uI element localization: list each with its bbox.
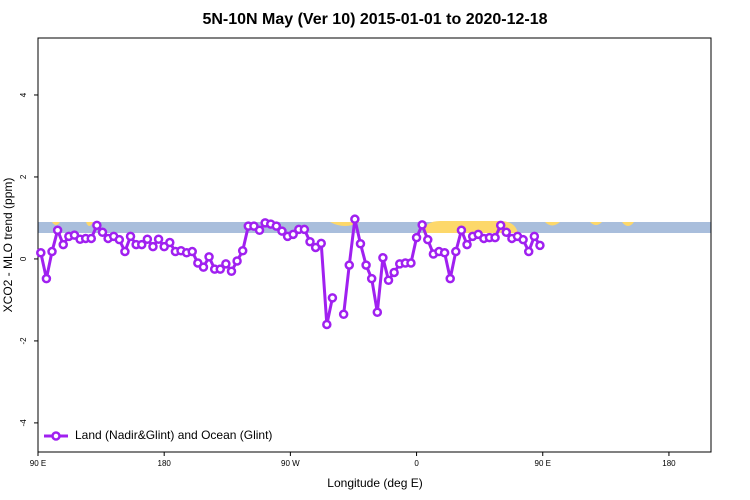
data-point: [518, 234, 528, 245]
data-point: [221, 259, 231, 269]
data-point: [366, 273, 377, 284]
data-point: [86, 233, 97, 244]
data-point: [226, 266, 237, 276]
y-tick-label: 4: [19, 92, 28, 97]
data-point: [501, 227, 512, 238]
data-point: [97, 227, 108, 238]
data-point: [389, 267, 399, 278]
data-point: [153, 234, 164, 245]
data-point: [417, 220, 427, 230]
data-point: [277, 226, 287, 236]
data-point: [361, 260, 371, 270]
data-point: [423, 234, 433, 245]
data-point: [462, 239, 472, 250]
data-point: [305, 236, 315, 247]
data-point: [148, 241, 158, 252]
chart-title: 5N-10N May (Ver 10) 2015-01-01 to 2020-1…: [202, 11, 547, 28]
y-tick-label: 0: [19, 256, 28, 261]
data-point: [237, 245, 248, 256]
x-axis-label: Longitude (deg E): [327, 476, 422, 490]
data-point: [215, 264, 226, 274]
data-point: [456, 225, 467, 235]
data-point: [142, 234, 153, 245]
data-point: [451, 246, 461, 257]
data-point: [187, 246, 197, 257]
data-point: [232, 256, 242, 266]
legend-label: Land (Nadir&Glint) and Ocean (Glint): [75, 428, 272, 442]
data-point: [47, 246, 57, 257]
data-point: [137, 239, 147, 250]
data-point: [299, 224, 310, 235]
data-point: [529, 231, 540, 242]
data-point: [439, 248, 450, 258]
data-point: [271, 221, 282, 231]
data-point: [372, 307, 383, 317]
data-point: [204, 252, 214, 262]
plot-frame: [37, 37, 712, 453]
y-tick-label: -2: [19, 337, 28, 345]
data-point: [383, 275, 394, 286]
data-point: [406, 258, 416, 268]
y-axis-label: XCO2 - MLO trend (ppm): [1, 178, 15, 313]
data-point: [125, 231, 136, 242]
data-point: [92, 220, 102, 231]
y-tick-label: 2: [19, 174, 28, 179]
x-tick-label: 90 E: [30, 459, 46, 468]
data-point: [535, 240, 545, 251]
data-point: [327, 293, 338, 303]
data-point: [114, 234, 125, 245]
x-tick-label: 90 E: [535, 459, 551, 468]
x-tick-label: 0: [414, 459, 419, 468]
data-point: [495, 220, 506, 231]
data-point: [490, 232, 500, 243]
data-point: [41, 273, 52, 284]
data-point: [254, 225, 265, 235]
data-point: [338, 309, 349, 320]
x-tick-label: 180: [662, 459, 676, 468]
legend-marker: [51, 431, 61, 441]
data-point: [322, 319, 332, 330]
data-point: [355, 239, 366, 249]
data-point: [165, 237, 175, 248]
x-tick-label: 90 W: [281, 459, 300, 468]
data-point: [316, 238, 326, 249]
data-point: [36, 248, 46, 258]
data-point: [198, 262, 209, 272]
data-point: [120, 246, 130, 257]
data-point: [350, 214, 360, 224]
y-tick-label: -4: [19, 419, 28, 427]
data-point: [344, 260, 355, 270]
x-tick-label: 180: [158, 459, 172, 468]
data-point: [288, 229, 298, 240]
land-mask: [38, 221, 711, 233]
data-point: [378, 252, 388, 263]
data-point: [411, 232, 422, 243]
data-point: [523, 246, 534, 257]
data-point: [445, 273, 455, 284]
data-point: [58, 239, 68, 250]
data-point: [52, 225, 63, 235]
